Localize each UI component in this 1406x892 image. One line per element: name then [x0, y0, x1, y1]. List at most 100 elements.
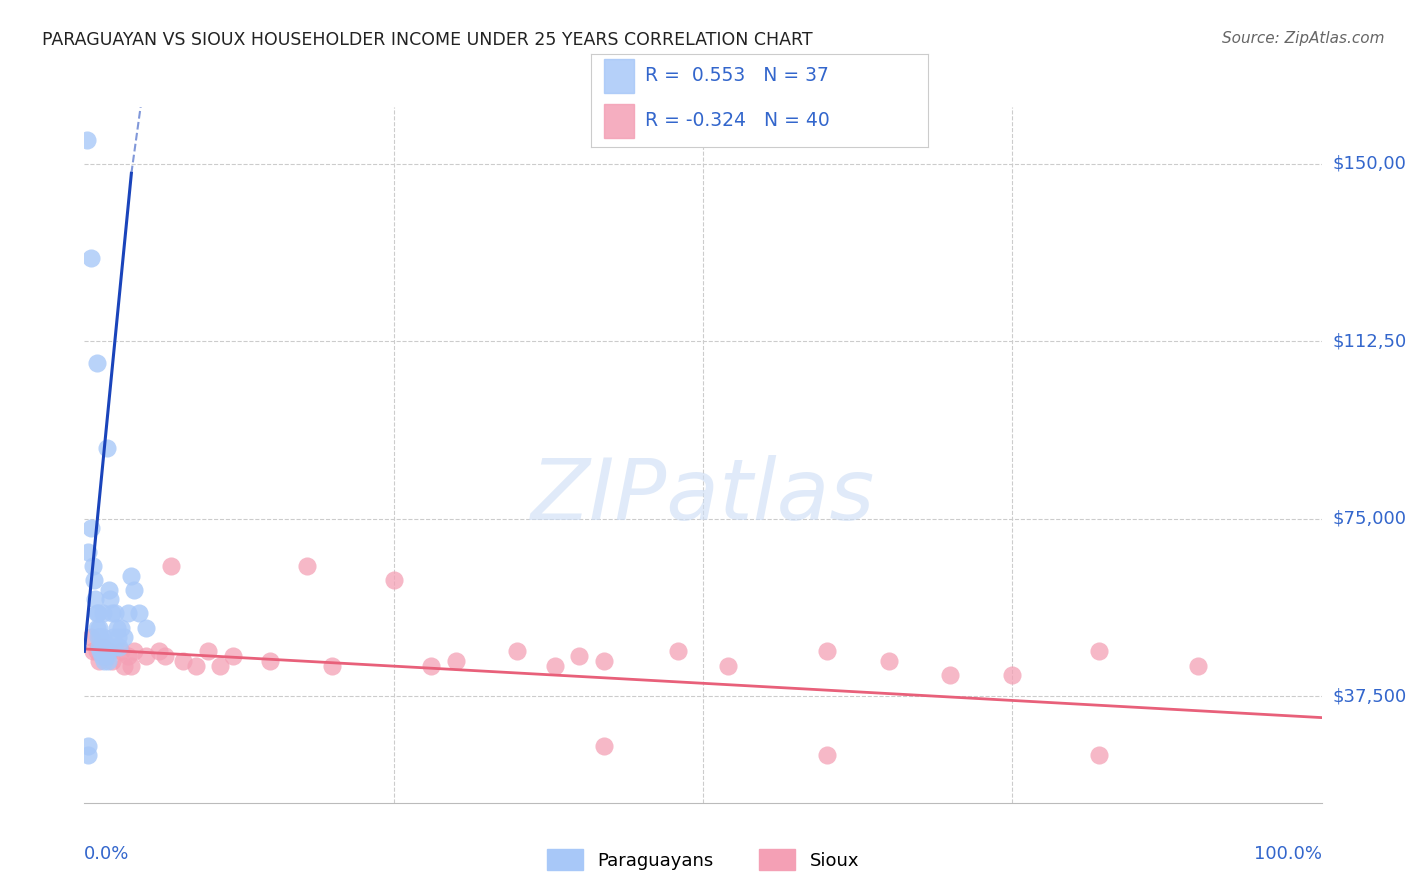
Point	[98, 592, 121, 607]
Point	[568, 649, 591, 664]
Point	[87, 630, 110, 644]
Point	[815, 748, 838, 763]
Point	[321, 658, 343, 673]
Point	[117, 649, 139, 664]
Point	[87, 607, 110, 621]
Point	[89, 621, 111, 635]
Point	[100, 654, 122, 668]
Bar	[605, 104, 634, 138]
Point	[86, 607, 108, 621]
Point	[79, 521, 101, 535]
Point	[91, 630, 114, 644]
Point	[107, 630, 129, 644]
Point	[543, 658, 565, 673]
Text: ZIPatlas: ZIPatlas	[531, 455, 875, 538]
Point	[83, 574, 105, 588]
Point	[97, 654, 120, 668]
Point	[122, 582, 145, 597]
Text: $37,500: $37,500	[1333, 688, 1406, 706]
Point	[120, 658, 142, 673]
Point	[259, 654, 281, 668]
Text: 100.0%: 100.0%	[1254, 845, 1322, 863]
Point	[117, 607, 139, 621]
Point	[84, 592, 107, 607]
Point	[77, 545, 100, 559]
Text: $150,000: $150,000	[1333, 155, 1406, 173]
Point	[101, 630, 124, 644]
Point	[506, 644, 529, 658]
Point	[184, 658, 207, 673]
Text: PARAGUAYAN VS SIOUX HOUSEHOLDER INCOME UNDER 25 YEARS CORRELATION CHART: PARAGUAYAN VS SIOUX HOUSEHOLDER INCOME U…	[42, 31, 813, 49]
Point	[93, 640, 115, 654]
Point	[939, 668, 962, 682]
Point	[419, 658, 441, 673]
Point	[135, 649, 157, 664]
Text: $75,000: $75,000	[1333, 510, 1406, 528]
Point	[382, 574, 405, 588]
Point	[120, 568, 142, 582]
Point	[98, 582, 121, 597]
Point	[86, 621, 108, 635]
Text: R =  0.553   N = 37: R = 0.553 N = 37	[644, 67, 828, 86]
Point	[160, 559, 183, 574]
Point	[112, 658, 135, 673]
Point	[108, 640, 131, 654]
Point	[128, 607, 150, 621]
Point	[148, 644, 170, 658]
Point	[96, 649, 118, 664]
Point	[666, 644, 689, 658]
Point	[90, 649, 112, 664]
Point	[82, 559, 104, 574]
Text: $112,500: $112,500	[1333, 333, 1406, 351]
Point	[94, 644, 117, 658]
Point	[877, 654, 900, 668]
Point	[91, 607, 114, 621]
Point	[89, 654, 111, 668]
Point	[79, 252, 101, 266]
Point	[1001, 668, 1024, 682]
Point	[100, 607, 122, 621]
Point	[1088, 748, 1111, 763]
Point	[82, 644, 104, 658]
Point	[209, 658, 232, 673]
Point	[444, 654, 467, 668]
Point	[89, 644, 111, 658]
Point	[86, 644, 108, 658]
Point	[77, 739, 100, 753]
Point	[105, 621, 128, 635]
Text: 0.0%: 0.0%	[84, 845, 129, 863]
Point	[79, 630, 101, 644]
Point	[222, 649, 245, 664]
Point	[89, 640, 111, 654]
Point	[1088, 644, 1111, 658]
Bar	[605, 59, 634, 93]
Point	[93, 654, 115, 668]
Point	[103, 640, 125, 654]
Point	[135, 621, 157, 635]
Point	[86, 356, 108, 370]
Point	[295, 559, 318, 574]
Text: Source: ZipAtlas.com: Source: ZipAtlas.com	[1222, 31, 1385, 46]
Point	[112, 630, 135, 644]
Point	[89, 630, 111, 644]
Point	[110, 621, 132, 635]
Point	[593, 739, 616, 753]
Point	[77, 748, 100, 763]
Point	[91, 640, 114, 654]
Text: R = -0.324   N = 40: R = -0.324 N = 40	[644, 112, 830, 130]
Point	[122, 644, 145, 658]
Point	[593, 654, 616, 668]
Point	[172, 654, 194, 668]
Point	[197, 644, 219, 658]
Point	[717, 658, 740, 673]
Point	[76, 133, 98, 147]
Point	[1187, 658, 1209, 673]
Point	[94, 649, 117, 664]
Point	[104, 607, 127, 621]
Point	[96, 441, 118, 455]
Point	[153, 649, 176, 664]
Point	[98, 644, 121, 658]
Point	[815, 644, 838, 658]
Point	[110, 644, 132, 658]
Legend: Paraguayans, Sioux: Paraguayans, Sioux	[540, 842, 866, 877]
